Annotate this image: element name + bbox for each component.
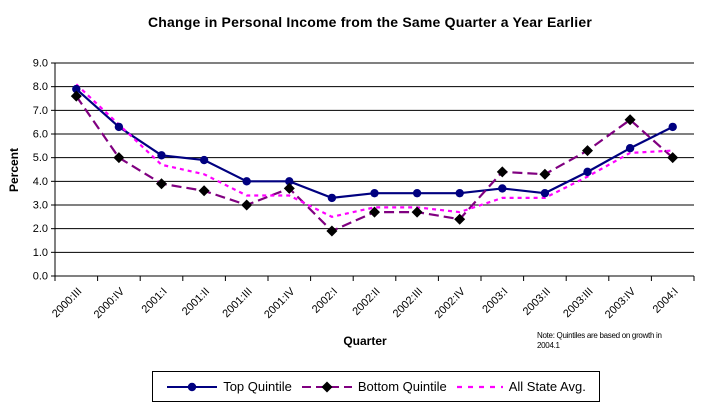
data-point-0 bbox=[327, 193, 337, 203]
x-tick-label: 2000:IV bbox=[92, 285, 128, 321]
legend-label-bottom-quintile: Bottom Quintile bbox=[357, 379, 447, 394]
x-tick-label: 2003:IV bbox=[603, 285, 639, 321]
legend-sample-top-quintile bbox=[167, 382, 218, 391]
y-tick-label: 3.0 bbox=[33, 200, 48, 212]
data-point-1 bbox=[582, 145, 593, 157]
x-tick-label: 2001:IV bbox=[262, 285, 298, 321]
data-point-0 bbox=[625, 144, 635, 153]
data-point-1 bbox=[283, 182, 295, 194]
x-tick-label: 2001:III bbox=[220, 286, 254, 320]
y-tick-label: 8.0 bbox=[33, 81, 48, 93]
data-point-0 bbox=[72, 84, 81, 94]
legend: Top Quintile Bottom Quintile All State A… bbox=[152, 371, 600, 402]
data-point-1 bbox=[326, 225, 338, 237]
legend-circle-marker-icon bbox=[187, 382, 197, 391]
data-point-1 bbox=[369, 206, 380, 218]
legend-entry-all-state-avg: All State Avg. bbox=[456, 379, 586, 394]
y-tick-label: 6.0 bbox=[33, 129, 48, 141]
y-tick-label: 2.0 bbox=[33, 223, 48, 235]
legend-entry-top-quintile: Top Quintile bbox=[166, 379, 292, 394]
legend-sample-bottom-quintile bbox=[301, 381, 352, 392]
chart-title: Change in Personal Income from the Same … bbox=[148, 14, 592, 30]
footnote: Note: Quintiles are based on growth in 2… bbox=[537, 331, 687, 351]
data-point-0 bbox=[668, 122, 677, 132]
x-tick-label: 2003:II bbox=[521, 286, 553, 318]
x-tick-label: 2003:III bbox=[561, 286, 595, 320]
x-tick-label: 2002:I bbox=[310, 286, 340, 316]
footnote-line2: 2004.1 bbox=[537, 341, 560, 350]
data-point-1 bbox=[496, 166, 508, 178]
x-tick-label: 2001:II bbox=[180, 286, 212, 318]
data-point-1 bbox=[454, 213, 466, 225]
data-point-0 bbox=[199, 155, 209, 165]
x-tick-label: 2002:II bbox=[350, 286, 382, 318]
data-point-0 bbox=[583, 167, 592, 177]
data-point-1 bbox=[198, 185, 210, 197]
data-point-1 bbox=[241, 199, 253, 211]
data-point-1 bbox=[70, 90, 82, 102]
legend-label-top-quintile: Top Quintile bbox=[223, 379, 292, 394]
x-tick-label: 2000:III bbox=[50, 286, 84, 320]
y-tick-label: 1.0 bbox=[33, 247, 48, 259]
x-tick-label: 2004:I bbox=[651, 286, 681, 316]
data-point-0 bbox=[157, 151, 166, 160]
data-point-1 bbox=[667, 152, 679, 164]
data-point-1 bbox=[539, 168, 551, 180]
y-tick-label: 4.0 bbox=[33, 176, 48, 188]
data-point-0 bbox=[498, 184, 507, 193]
data-point-0 bbox=[370, 188, 379, 198]
data-point-0 bbox=[242, 177, 251, 186]
data-point-0 bbox=[455, 188, 464, 198]
x-tick-label: 2003:I bbox=[480, 286, 510, 316]
data-point-0 bbox=[285, 177, 294, 186]
data-point-1 bbox=[411, 206, 423, 218]
legend-sample-all-state-avg bbox=[456, 385, 503, 388]
legend-entry-bottom-quintile: Bottom Quintile bbox=[301, 379, 447, 394]
data-point-1 bbox=[113, 152, 125, 164]
x-axis-title: Quarter bbox=[343, 334, 387, 348]
footnote-line1: Note: Quintiles are based on growth in bbox=[537, 331, 662, 340]
y-tick-label: 7.0 bbox=[33, 105, 48, 117]
data-point-1 bbox=[156, 178, 167, 190]
data-point-0 bbox=[114, 122, 124, 132]
legend-diamond-marker-icon bbox=[321, 381, 333, 392]
y-tick-label: 9.0 bbox=[33, 58, 48, 70]
x-tick-label: 2002:III bbox=[391, 286, 425, 320]
x-tick-label: 2002:IV bbox=[433, 285, 469, 321]
y-tick-label: 5.0 bbox=[33, 152, 48, 164]
data-point-1 bbox=[624, 114, 636, 126]
data-point-0 bbox=[540, 188, 550, 198]
y-tick-label: 0.0 bbox=[33, 271, 48, 283]
data-point-0 bbox=[412, 188, 422, 198]
x-tick-label: 2001:I bbox=[140, 286, 170, 316]
legend-label-all-state-avg: All State Avg. bbox=[508, 379, 586, 394]
series-line-2 bbox=[75, 83, 673, 218]
